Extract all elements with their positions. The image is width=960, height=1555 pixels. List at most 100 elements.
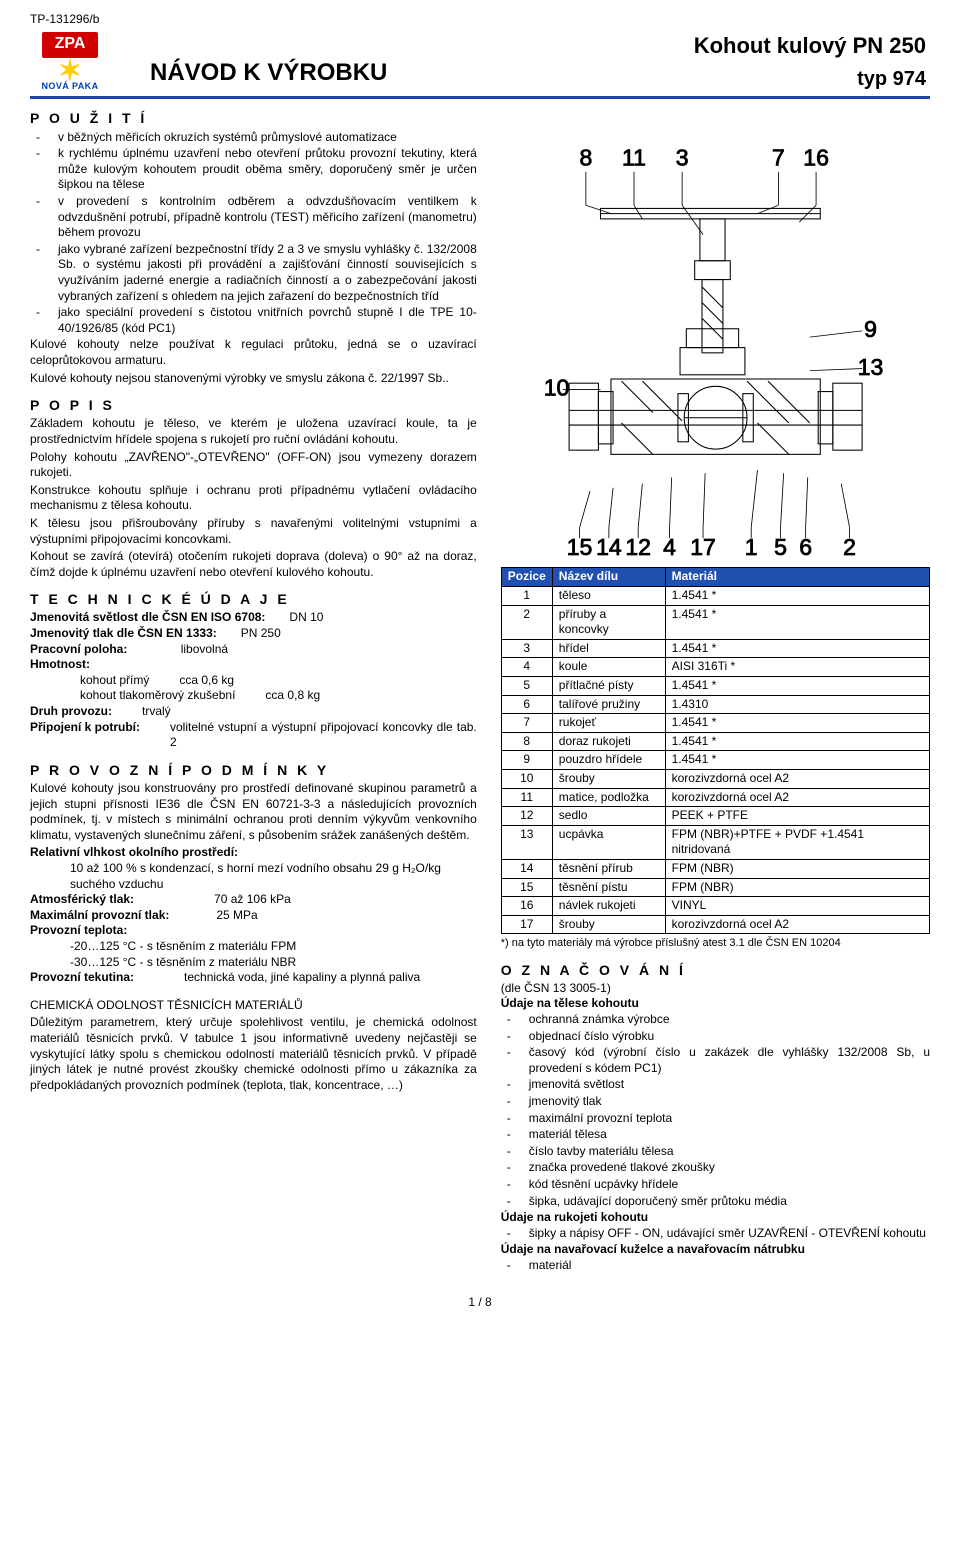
svg-text:1: 1 bbox=[745, 534, 758, 559]
table-row: 10šroubykorozivzdorná ocel A2 bbox=[501, 770, 929, 789]
svg-text:2: 2 bbox=[843, 534, 856, 559]
table-cell: 1.4541 * bbox=[665, 732, 929, 751]
atm-tlak: Atmosférický tlak: 70 až 106 kPa bbox=[30, 892, 477, 908]
table-cell: korozivzdorná ocel A2 bbox=[665, 770, 929, 789]
tech-line: Jmenovitá světlost dle ČSN EN ISO 6708:D… bbox=[30, 610, 477, 626]
table-row: 12sedloPEEK + PTFE bbox=[501, 807, 929, 826]
logo-name: NOVÁ PAKA bbox=[42, 81, 99, 93]
tech-kv: Druh provozu:trvalý bbox=[30, 704, 477, 720]
popis-para: Polohy kohoutu „ZAVŘENO"-„OTEVŘENO" (OFF… bbox=[30, 450, 477, 481]
oznac-weld-hdr: Údaje na navařovací kuželce a navařovací… bbox=[501, 1242, 930, 1258]
table-cell: přítlačné písty bbox=[552, 677, 665, 696]
table-cell: 12 bbox=[501, 807, 552, 826]
svg-text:11: 11 bbox=[622, 145, 646, 171]
table-cell: 6 bbox=[501, 695, 552, 714]
chem-header: CHEMICKÁ ODOLNOST TĚSNICÍCH MATERIÁLŮ bbox=[30, 998, 477, 1014]
table-cell: šrouby bbox=[552, 770, 665, 789]
svg-text:3: 3 bbox=[675, 145, 688, 171]
list-item: v běžných měřicích okruzích systémů prům… bbox=[30, 130, 477, 146]
table-row: 8doraz rukojeti1.4541 * bbox=[501, 732, 929, 751]
oznac-body-hdr: Údaje na tělese kohoutu bbox=[501, 996, 930, 1012]
svg-text:14: 14 bbox=[596, 534, 622, 559]
list-item: objednací číslo výrobku bbox=[501, 1029, 930, 1045]
list-item: šipka, udávající doporučený směr průtoku… bbox=[501, 1194, 930, 1210]
list-item: jmenovitá světlost bbox=[501, 1077, 930, 1093]
table-row: 15těsnění pístuFPM (NBR) bbox=[501, 878, 929, 897]
product-name: Kohout kulový PN 250 bbox=[694, 32, 926, 61]
section-provozni: P R O V O Z N Í P O D M Í N K Y bbox=[30, 761, 477, 779]
logo-abbrev: ZPA bbox=[42, 32, 98, 58]
pouziti-tail-1: Kulové kohouty nelze používat k regulaci… bbox=[30, 337, 477, 368]
list-item: jmenovitý tlak bbox=[501, 1094, 930, 1110]
tech-weight: kohout přímýcca 0,6 kg bbox=[30, 673, 477, 689]
section-pouziti: P O U Ž I T Í bbox=[30, 109, 477, 127]
table-cell: 4 bbox=[501, 658, 552, 677]
tech-weights: kohout přímýcca 0,6 kgkohout tlakoměrový… bbox=[30, 673, 477, 704]
table-cell: AISI 316Ti * bbox=[665, 658, 929, 677]
table-cell: 1.4541 * bbox=[665, 587, 929, 606]
table-row: 6talířové pružiny1.4310 bbox=[501, 695, 929, 714]
table-row: 5přítlačné písty1.4541 * bbox=[501, 677, 929, 696]
th-nazev: Název dílu bbox=[552, 568, 665, 587]
tech-kvs2: Druh provozu:trvalýPřipojení k potrubí:v… bbox=[30, 704, 477, 751]
valve-diagram-svg: 8113716913101514124171562 bbox=[501, 109, 930, 559]
page-number: 1 / 8 bbox=[30, 1295, 930, 1311]
table-cell: ucpávka bbox=[552, 825, 665, 859]
tech-line: Jmenovitý tlak dle ČSN EN 1333:PN 250 bbox=[30, 626, 477, 642]
provozni-para: Kulové kohouty jsou konstruovány pro pro… bbox=[30, 781, 477, 843]
table-row: 2příruby a koncovky1.4541 * bbox=[501, 605, 929, 639]
pouziti-list: v běžných měřicích okruzích systémů prům… bbox=[30, 130, 477, 337]
list-item: maximální provozní teplota bbox=[501, 1111, 930, 1127]
table-row: 7rukojeť1.4541 * bbox=[501, 714, 929, 733]
table-cell: 1.4541 * bbox=[665, 714, 929, 733]
table-cell: 15 bbox=[501, 878, 552, 897]
table-cell: 7 bbox=[501, 714, 552, 733]
table-cell: 3 bbox=[501, 639, 552, 658]
table-cell: 17 bbox=[501, 915, 552, 934]
rel-vlh-label: Relativní vlhkost okolního prostředí: bbox=[30, 845, 477, 861]
svg-text:10: 10 bbox=[544, 375, 570, 401]
table-cell: 13 bbox=[501, 825, 552, 859]
tech-kv: Hmotnost: bbox=[30, 657, 477, 673]
th-material: Materiál bbox=[665, 568, 929, 587]
table-cell: 14 bbox=[501, 859, 552, 878]
tech-kv: Pracovní poloha: libovolná bbox=[30, 642, 477, 658]
logo: ZPA ✶ NOVÁ PAKA bbox=[30, 32, 110, 93]
table-cell: 11 bbox=[501, 788, 552, 807]
table-cell: 1.4541 * bbox=[665, 605, 929, 639]
svg-text:12: 12 bbox=[625, 534, 651, 559]
table-cell: 9 bbox=[501, 751, 552, 770]
product-type: typ 974 bbox=[694, 66, 926, 92]
table-cell: korozivzdorná ocel A2 bbox=[665, 788, 929, 807]
table-cell: šrouby bbox=[552, 915, 665, 934]
list-item: k rychlému úplnému uzavření nebo otevřen… bbox=[30, 146, 477, 193]
table-row: 1těleso1.4541 * bbox=[501, 587, 929, 606]
temp-line-1: -20…125 °C - s těsněním z materiálu FPM bbox=[30, 939, 477, 955]
popis-paragraphs: Základem kohoutu je těleso, ve kterém je… bbox=[30, 416, 477, 580]
table-cell: matice, podložka bbox=[552, 788, 665, 807]
list-item: v provedení s kontrolním odběrem a odvzd… bbox=[30, 194, 477, 241]
oznac-sub: (dle ČSN 13 3005-1) bbox=[501, 981, 930, 997]
tekutina: Provozní tekutina: technická voda, jiné … bbox=[30, 970, 477, 986]
max-tlak: Maximální provozní tlak: 25 MPa bbox=[30, 908, 477, 924]
svg-text:5: 5 bbox=[774, 534, 787, 559]
oznac-weld-list: materiál bbox=[501, 1258, 930, 1274]
technical-diagram: 8113716913101514124171562 bbox=[501, 109, 930, 559]
table-cell: koule bbox=[552, 658, 665, 677]
table-cell: 16 bbox=[501, 897, 552, 916]
table-cell: VINYL bbox=[665, 897, 929, 916]
th-pozice: Pozice bbox=[501, 568, 552, 587]
popis-para: Základem kohoutu je těleso, ve kterém je… bbox=[30, 416, 477, 447]
parts-table: Pozice Název dílu Materiál 1těleso1.4541… bbox=[501, 567, 930, 934]
table-cell: příruby a koncovky bbox=[552, 605, 665, 639]
table-cell: 2 bbox=[501, 605, 552, 639]
header: ZPA ✶ NOVÁ PAKA NÁVOD K VÝROBKU Kohout k… bbox=[30, 32, 930, 100]
pouziti-tail-2: Kulové kohouty nejsou stanovenými výrobk… bbox=[30, 371, 477, 387]
table-cell: 1 bbox=[501, 587, 552, 606]
table-row: 11matice, podložkakorozivzdorná ocel A2 bbox=[501, 788, 929, 807]
doc-subtitle: Kohout kulový PN 250 typ 974 bbox=[694, 32, 930, 93]
section-tech: T E C H N I C K É Ú D A J E bbox=[30, 590, 477, 608]
doc-title: NÁVOD K VÝROBKU bbox=[150, 57, 387, 88]
right-column: 8113716913101514124171562 Pozice Název d… bbox=[501, 109, 930, 1274]
table-cell: pouzdro hřídele bbox=[552, 751, 665, 770]
